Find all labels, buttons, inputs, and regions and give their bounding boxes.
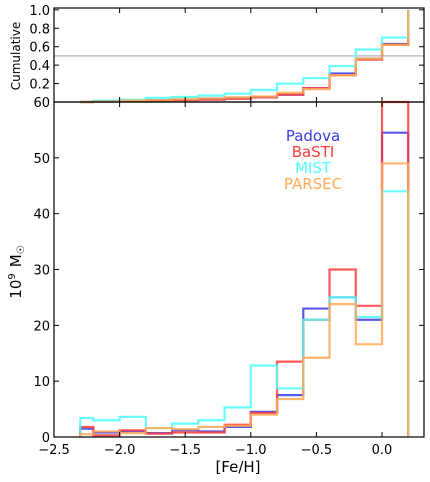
y-label-subscript: ☉ — [16, 245, 27, 254]
plot-frame — [53, 7, 425, 103]
y-tick-label: 40 — [33, 208, 50, 223]
y-tick-label: 0.2 — [29, 78, 50, 93]
series-parsec-histogram — [79, 162, 410, 437]
x-tick-label: 0.0 — [372, 443, 393, 458]
histogram-panel: 0 10 20 30 40 50 60 −2.5 −2.0 −1.5 −1.0 −0.5 0.0 Pado… — [33, 96, 425, 458]
x-tick-label: −2.0 — [104, 443, 136, 458]
y-tick-label: 1.0 — [29, 4, 50, 19]
y-tick-label: 20 — [33, 319, 50, 334]
top-y-axis-label: Cumulative — [9, 22, 23, 91]
y-label-exponent: 9 — [7, 273, 18, 279]
series-padova-histogram — [79, 131, 410, 437]
plot-frame — [53, 101, 425, 438]
legend-entry-basti: BaSTI — [292, 143, 335, 161]
y-tick-label: 50 — [33, 152, 50, 167]
legend-entry-mist: MIST — [295, 159, 332, 177]
x-tick-label: −0.5 — [301, 443, 333, 458]
series-basti-histogram — [79, 100, 410, 437]
x-tick-label: −1.5 — [169, 443, 201, 458]
y-tick-label: 0.6 — [29, 41, 50, 56]
bottom-y-axis-label: 109 M☉ — [7, 245, 27, 298]
cumulative-panel: 0.2 0.4 0.6 0.8 1.0 — [29, 4, 425, 104]
y-tick-label: 60 — [33, 96, 50, 111]
x-tick-label: −1.0 — [235, 443, 267, 458]
x-axis-label: [Fe/H] — [215, 458, 260, 476]
series-mist-histogram — [79, 190, 410, 437]
y-label-base: 10 — [7, 280, 25, 299]
x-tick-label: −2.5 — [38, 443, 70, 458]
y-tick-label: 0 — [42, 431, 50, 446]
y-tick-label: 10 — [33, 375, 50, 390]
y-tick-label: 0.4 — [29, 59, 50, 74]
y-label-unit: M — [7, 254, 25, 267]
legend-entry-padova: Padova — [286, 127, 340, 145]
legend-entry-parsec: PARSEC — [284, 175, 342, 193]
y-tick-label: 0.8 — [29, 22, 50, 37]
y-tick-label: 30 — [33, 264, 50, 279]
